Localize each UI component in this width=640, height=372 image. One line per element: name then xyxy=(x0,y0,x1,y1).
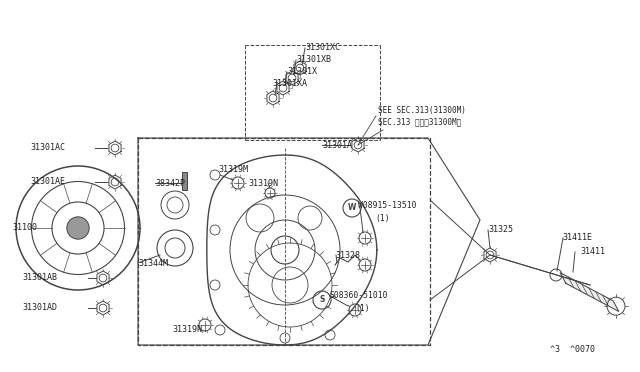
Text: 31328: 31328 xyxy=(335,250,360,260)
Text: SEE SEC.313(31300M): SEE SEC.313(31300M) xyxy=(378,106,466,115)
Text: 38342P: 38342P xyxy=(155,179,185,187)
Text: 31301XC: 31301XC xyxy=(305,44,340,52)
Bar xyxy=(182,172,187,190)
Text: 31301X: 31301X xyxy=(287,67,317,77)
Text: W: W xyxy=(348,203,356,212)
Text: 31301XA: 31301XA xyxy=(272,78,307,87)
Text: 31325: 31325 xyxy=(488,225,513,234)
Text: (1): (1) xyxy=(375,214,390,222)
Text: S08360-51010: S08360-51010 xyxy=(330,292,388,301)
Text: 31301AC: 31301AC xyxy=(30,144,65,153)
Text: 31301AB: 31301AB xyxy=(22,273,57,282)
Polygon shape xyxy=(560,273,619,311)
Text: 31301AD: 31301AD xyxy=(22,304,57,312)
Text: 31344M: 31344M xyxy=(138,259,168,267)
Text: S: S xyxy=(319,295,324,305)
Text: 31301AE: 31301AE xyxy=(30,177,65,186)
Text: SEC.313 参照（31300M）: SEC.313 参照（31300M） xyxy=(378,118,461,126)
Text: 31319N: 31319N xyxy=(248,179,278,187)
Text: 31301A: 31301A xyxy=(322,141,352,150)
Text: (1): (1) xyxy=(355,304,370,312)
Circle shape xyxy=(67,217,89,239)
Text: 31411E: 31411E xyxy=(562,234,592,243)
Text: 31301XB: 31301XB xyxy=(296,55,331,64)
Text: W08915-13510: W08915-13510 xyxy=(358,202,417,211)
Text: ^3  ^0070: ^3 ^0070 xyxy=(550,346,595,355)
Text: 31319N: 31319N xyxy=(172,326,202,334)
Text: 31100: 31100 xyxy=(12,224,37,232)
Text: 31411: 31411 xyxy=(580,247,605,257)
Text: 31319M: 31319M xyxy=(218,166,248,174)
